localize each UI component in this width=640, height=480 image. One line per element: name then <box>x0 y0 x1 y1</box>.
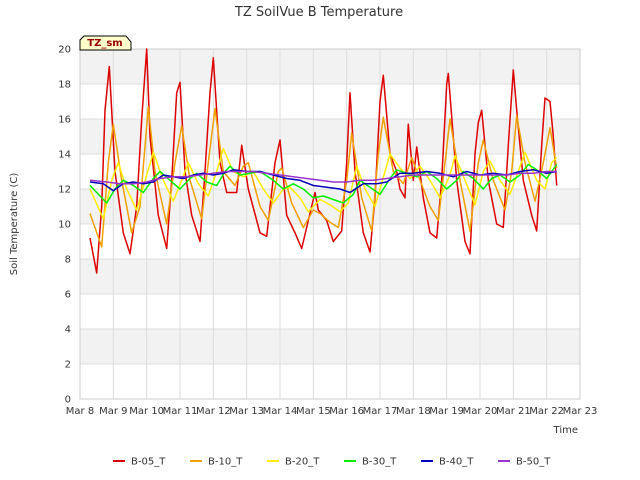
x-tick-label: Mar 8 <box>66 406 94 417</box>
y-axis-ticks: 0 2 4 6 8 10 12 14 16 18 20 <box>58 45 71 406</box>
series-lines <box>89 48 558 274</box>
background-band <box>80 49 580 84</box>
y-tick-label: 4 <box>65 325 71 336</box>
y-tick-label: 16 <box>58 115 71 126</box>
series-line-b-10-t <box>89 106 558 248</box>
x-axis-title: Time <box>553 425 578 436</box>
x-tick-label: Mar 9 <box>99 406 127 417</box>
x-tick-label: Mar 10 <box>129 406 164 417</box>
legend-label-b-30-t: B-30_T <box>362 457 397 468</box>
legend-label-b-40-t: B-40_T <box>439 457 474 468</box>
y-axis-title: Soil Temperature (C) <box>9 173 20 276</box>
badge-shape <box>79 35 132 51</box>
x-tick-label: Mar 17 <box>363 406 398 417</box>
chart-title: TZ SoilVue B Temperature <box>234 5 403 20</box>
y-tick-label: 20 <box>58 45 71 56</box>
y-tick-label: 14 <box>58 150 71 161</box>
legend-label-b-50-t: B-50_T <box>516 457 551 468</box>
y-tick-label: 18 <box>58 80 71 91</box>
x-tick-label: Mar 22 <box>529 406 564 417</box>
y-tick-label: 12 <box>58 185 71 196</box>
x-tick-label: Mar 11 <box>163 406 198 417</box>
legend-label-b-05-t: B-05_T <box>131 457 166 468</box>
y-tick-label: 0 <box>65 395 71 406</box>
background-bands <box>80 49 580 364</box>
y-tick-label: 2 <box>65 360 71 371</box>
series-line-b-30-t <box>89 163 558 204</box>
background-band <box>80 119 580 154</box>
y-tick-label: 10 <box>58 220 71 231</box>
series-line-b-50-t <box>89 170 557 185</box>
legend-label-b-10-t: B-10_T <box>208 457 243 468</box>
series-line-b-20-t <box>89 147 558 220</box>
background-band <box>80 259 580 294</box>
x-tick-label: Mar 21 <box>496 406 531 417</box>
tz-sm-badge: TZ_sm <box>79 35 132 51</box>
legend: B-05_T B-10_T B-20_T B-30_T B-40_T B-50_T <box>113 457 551 468</box>
x-tick-label: Mar 18 <box>396 406 431 417</box>
y-tick-label: 6 <box>65 290 71 301</box>
y-tick-label: 8 <box>65 255 71 266</box>
badge-label: TZ_sm <box>87 38 122 49</box>
legend-label-b-20-t: B-20_T <box>285 457 320 468</box>
x-tick-label: Mar 15 <box>296 406 331 417</box>
background-band <box>80 329 580 364</box>
plot-frame <box>79 48 581 400</box>
x-tick-label: Mar 16 <box>329 406 364 417</box>
x-tick-label: Mar 23 <box>563 406 598 417</box>
x-tick-label: Mar 14 <box>263 406 298 417</box>
x-tick-label: Mar 13 <box>229 406 264 417</box>
x-tick-label: Mar 19 <box>429 406 464 417</box>
x-tick-label: Mar 20 <box>463 406 498 417</box>
x-tick-label: Mar 12 <box>196 406 231 417</box>
